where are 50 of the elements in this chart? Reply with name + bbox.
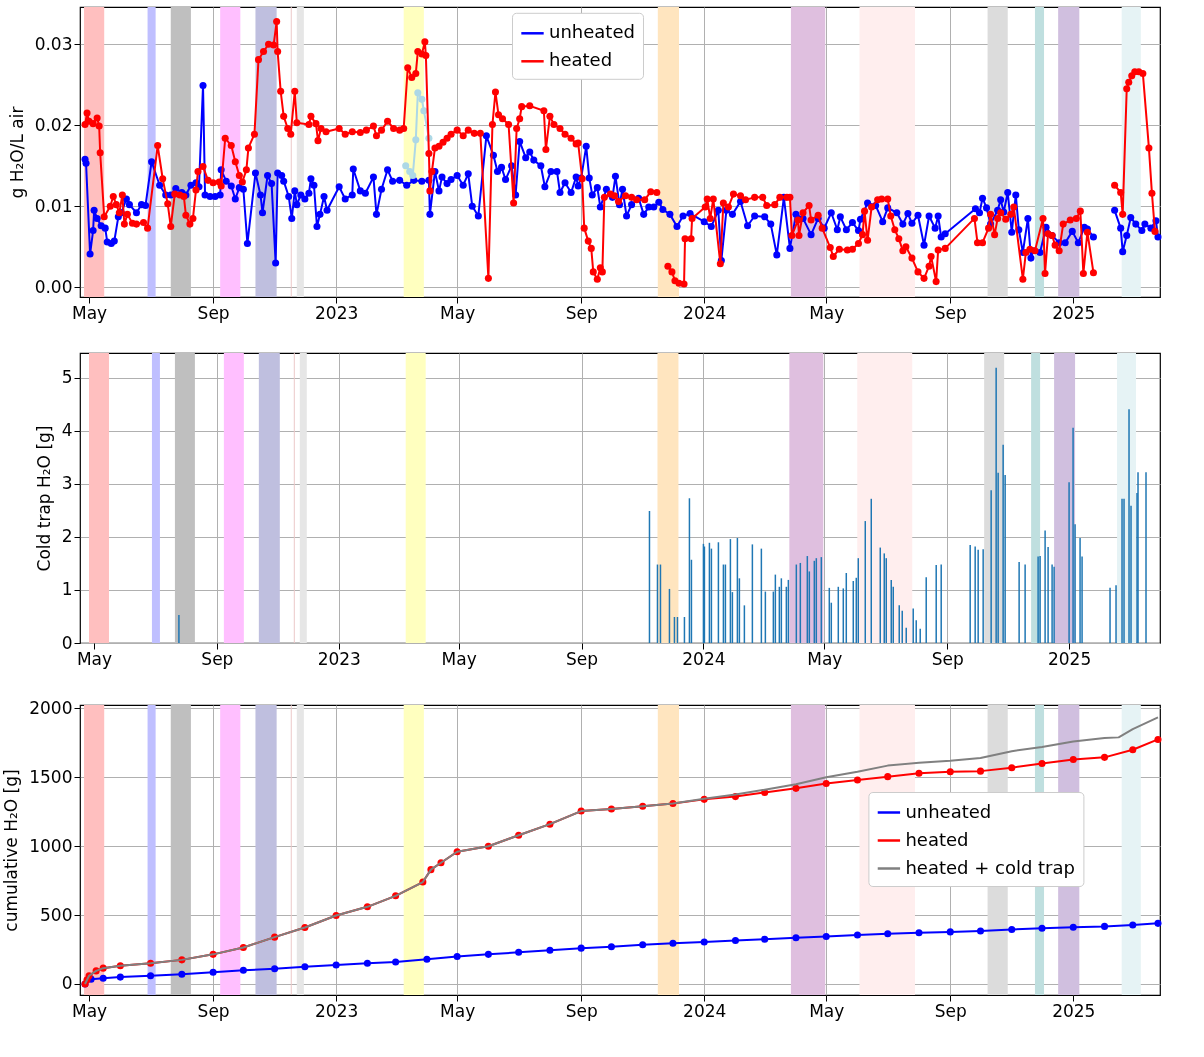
- x-tick-label: Sep: [565, 1000, 598, 1021]
- x-tick-label: Sep: [201, 648, 234, 669]
- x-tick-label: Sep: [565, 302, 598, 323]
- x-tick-label: May: [809, 1000, 845, 1021]
- x-tick-label: May: [440, 302, 476, 323]
- y-tick-label: 0.00: [34, 276, 73, 297]
- y-axis-title: g H₂O/L air: [6, 106, 27, 199]
- y-axis-title: Cold trap H₂O [g]: [33, 425, 54, 572]
- x-tick-label: 2025: [1047, 648, 1092, 669]
- y-tick-label: 1: [61, 579, 73, 600]
- y-tick-label: 0.02: [34, 114, 73, 135]
- x-tick-label: 2025: [1052, 302, 1096, 323]
- x-tick-label: Sep: [197, 1000, 230, 1021]
- x-tick-label: 2023: [317, 648, 361, 669]
- y-tick-label: 4: [61, 420, 73, 441]
- x-tick-label: May: [72, 302, 108, 323]
- y-tick-label: 0.01: [34, 195, 73, 216]
- x-tick-label: May: [809, 302, 845, 323]
- y-tick-label: 0.03: [34, 33, 73, 54]
- x-tick-label: Sep: [566, 648, 599, 669]
- y-tick-label: 1500: [29, 766, 73, 787]
- x-tick-label: 2024: [683, 302, 727, 323]
- x-tick-label: Sep: [934, 302, 967, 323]
- x-tick-label: May: [440, 1000, 476, 1021]
- x-tick-label: 2023: [315, 302, 359, 323]
- x-tick-label: Sep: [197, 302, 230, 323]
- x-tick-label: May: [441, 648, 477, 669]
- y-tick-label: 1000: [29, 835, 73, 856]
- x-tick-label: Sep: [934, 1000, 967, 1021]
- x-tick-label: 2024: [682, 648, 726, 669]
- y-tick-label: 0: [61, 973, 73, 994]
- x-tick-label: 2025: [1052, 1000, 1096, 1021]
- legend-label: heated: [905, 828, 969, 850]
- y-axis-title: cumulative H₂O [g]: [1, 769, 22, 932]
- x-tick-label: 2024: [683, 1000, 727, 1021]
- y-tick-label: 500: [40, 904, 73, 925]
- legend-label: heated + cold trap: [905, 856, 1075, 878]
- x-tick-label: May: [76, 648, 113, 669]
- y-tick-label: 2: [61, 526, 73, 547]
- y-tick-label: 2000: [29, 697, 73, 718]
- legend-label: unheated: [549, 21, 635, 43]
- x-tick-label: 2023: [315, 1000, 359, 1021]
- y-tick-label: 5: [61, 367, 73, 388]
- legend-label: unheated: [905, 800, 992, 822]
- x-tick-label: May: [72, 1000, 108, 1021]
- x-tick-label: Sep: [931, 648, 964, 669]
- x-tick-label: May: [807, 648, 843, 669]
- legend-label: heated: [549, 49, 613, 71]
- y-tick-label: 0: [61, 632, 73, 653]
- y-tick-label: 3: [61, 473, 73, 494]
